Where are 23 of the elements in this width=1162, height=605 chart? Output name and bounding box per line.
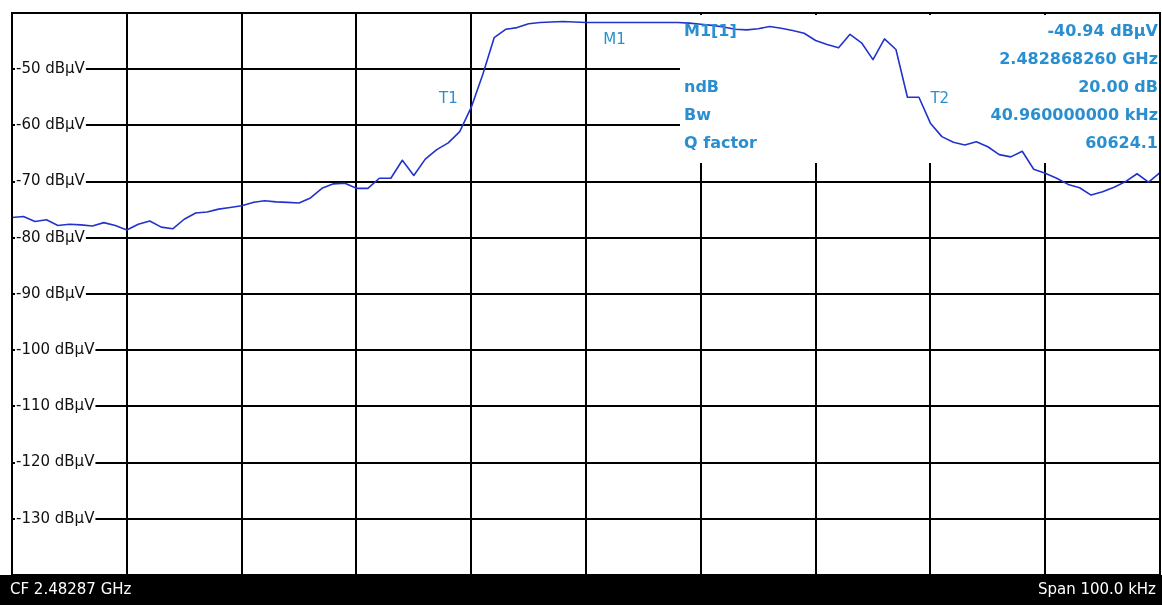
text: CF 2.48287 GHz bbox=[10, 579, 132, 598]
y-tick-label: -90 dBµV bbox=[16, 283, 86, 302]
y-tick-label: -120 dBµV bbox=[16, 452, 96, 471]
annotation: M1[1] bbox=[684, 21, 737, 40]
y-tick-label: -80 dBµV bbox=[16, 227, 86, 246]
y-tick-label: -130 dBµV bbox=[16, 508, 96, 527]
text: Span 100.0 kHz bbox=[1037, 579, 1157, 598]
annotation: Bw bbox=[684, 105, 712, 124]
y-tick-label: -110 dBµV bbox=[16, 396, 96, 415]
annotation: T1 bbox=[438, 89, 458, 108]
annotation: -40.94 dBµV bbox=[1047, 21, 1159, 40]
annotation: T2 bbox=[929, 89, 950, 108]
y-tick-label: -50 dBµV bbox=[16, 59, 86, 78]
annotation: Q factor bbox=[684, 133, 758, 152]
y-tick-label: -70 dBµV bbox=[16, 171, 86, 190]
annotation: 20.00 dB bbox=[1078, 77, 1158, 96]
annotation: 40.960000000 kHz bbox=[990, 105, 1158, 124]
annotation: M1 bbox=[603, 30, 626, 49]
y-tick-label: -100 dBµV bbox=[16, 340, 96, 359]
y-tick-label: -60 dBµV bbox=[16, 115, 86, 134]
annotation: 60624.1 bbox=[1085, 133, 1158, 152]
annotation: 2.482868260 GHz bbox=[999, 49, 1158, 68]
annotation: ndB bbox=[684, 77, 720, 96]
